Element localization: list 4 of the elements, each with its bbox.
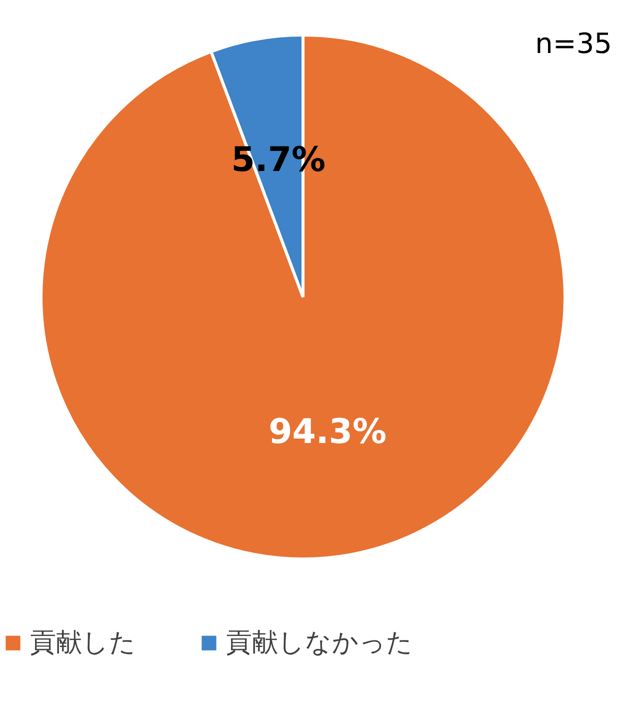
data-label: 94.3%	[268, 412, 387, 452]
text: n=35	[535, 27, 612, 60]
legend-label: 貢献した	[30, 628, 136, 658]
legend-label: 貢献しなかった	[226, 628, 413, 658]
